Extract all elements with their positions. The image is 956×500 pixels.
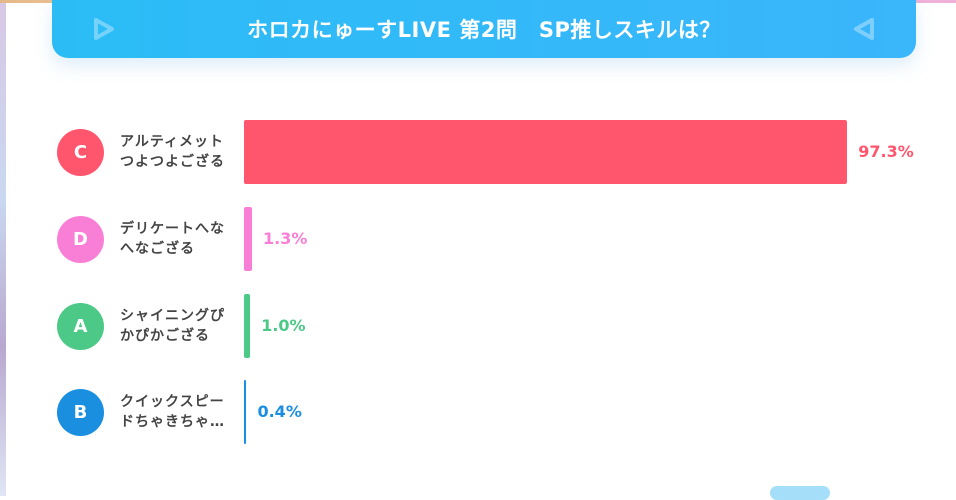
option-label: アルティメット つよつよござる bbox=[120, 132, 235, 172]
percent-label: 1.0% bbox=[261, 316, 306, 335]
option-label: デリケートへな へなござる bbox=[120, 219, 235, 259]
option-badge: D bbox=[57, 216, 104, 263]
option-label-line2: つよつよござる bbox=[120, 154, 225, 170]
percent-label: 1.3% bbox=[263, 229, 308, 248]
option-badge: B bbox=[57, 389, 104, 436]
play-left-icon bbox=[854, 18, 874, 40]
result-row: B クイックスピー ドちゃきちゃ… 0.4% bbox=[0, 380, 956, 444]
option-label-line1: アルティメット bbox=[120, 134, 225, 150]
question-header: ホロカにゅーすLIVE 第2問 SP推しスキルは？ bbox=[52, 0, 916, 58]
result-row: C アルティメット つよつよござる 97.3% bbox=[0, 120, 956, 184]
option-badge: A bbox=[57, 303, 104, 350]
background-edge bbox=[0, 0, 6, 496]
option-label: シャイニングぴ かぴかござる bbox=[120, 306, 235, 346]
option-label-line1: デリケートへな bbox=[120, 221, 225, 237]
option-label-line1: シャイニングぴ bbox=[120, 308, 225, 324]
percent-label: 97.3% bbox=[858, 142, 914, 161]
play-right-icon bbox=[94, 18, 114, 40]
option-label-line1: クイックスピー bbox=[120, 394, 225, 410]
option-label: クイックスピー ドちゃきちゃ… bbox=[120, 392, 235, 432]
result-bar bbox=[244, 294, 251, 358]
result-bar bbox=[244, 207, 253, 271]
page-title: ホロカにゅーすLIVE 第2問 SP推しスキルは？ bbox=[247, 18, 721, 42]
result-bar bbox=[244, 120, 848, 184]
option-label-line2: ドちゃきちゃ… bbox=[120, 414, 225, 430]
option-label-line2: へなござる bbox=[120, 241, 195, 257]
option-label-line2: かぴかござる bbox=[120, 328, 210, 344]
result-row: A シャイニングぴ かぴかござる 1.0% bbox=[0, 294, 956, 358]
decoration bbox=[770, 486, 830, 500]
result-bar bbox=[244, 380, 247, 444]
result-row: D デリケートへな へなござる 1.3% bbox=[0, 207, 956, 271]
option-badge: C bbox=[57, 129, 104, 176]
percent-label: 0.4% bbox=[257, 402, 302, 421]
